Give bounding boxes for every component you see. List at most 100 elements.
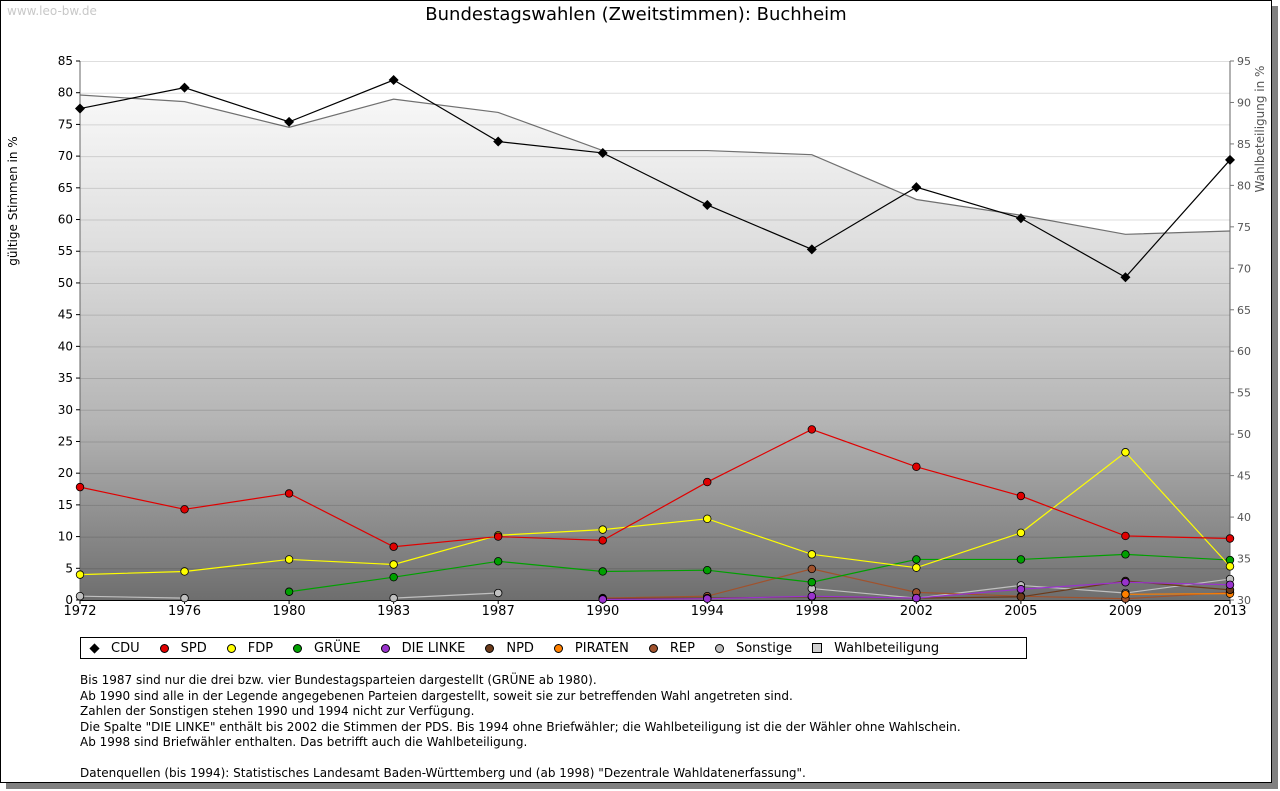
- data-point-cdu: [702, 199, 713, 210]
- legend: CDU SPD FDP GRÜNE DIE LINKE NPD PIRATEN REP Sons…: [80, 637, 1027, 659]
- turnout-line: [79, 94, 1231, 235]
- data-point-cdu: [911, 182, 922, 193]
- data-point-sonstige: [389, 593, 398, 603]
- data-point-gr-ne: [1121, 550, 1130, 559]
- data-point-cdu: [388, 75, 399, 86]
- data-point-fdp: [1225, 562, 1235, 571]
- source-note: Datenquellen (bis 1994): Statistisches L…: [80, 766, 806, 780]
- data-point-gr-ne: [284, 587, 294, 596]
- legend-label: REP: [669, 640, 695, 656]
- data-point-fdp: [807, 550, 817, 559]
- y2-tick-label: 70: [1237, 262, 1251, 275]
- y2-tick-label: 30: [1237, 594, 1251, 607]
- y-tick-label: 40: [58, 339, 73, 353]
- legend-symbol: [380, 643, 390, 653]
- y-tick-label: 85: [58, 54, 73, 68]
- data-point-spd: [75, 482, 85, 492]
- data-point-piraten: [1121, 590, 1130, 599]
- y2-tick-label: 45: [1237, 470, 1251, 483]
- data-point-die-linke: [807, 591, 817, 601]
- data-point-fdp: [389, 560, 398, 569]
- y-tick-label: 65: [58, 181, 73, 195]
- watermark: www.leo-bw.de: [7, 4, 97, 18]
- series-line-cdu: [79, 79, 1231, 278]
- legend-item: DIE LINKE: [380, 640, 466, 656]
- data-point-cdu: [1120, 272, 1131, 283]
- y-tick-label: 20: [58, 466, 73, 480]
- data-point-spd: [1121, 531, 1130, 541]
- data-point-npd: [1016, 592, 1026, 602]
- notes: Bis 1987 sind nur die drei bzw. vier Bun…: [80, 673, 961, 782]
- legend-label: SPD: [180, 640, 207, 656]
- legend-label: FDP: [247, 640, 274, 656]
- data-point-gr-ne: [1016, 555, 1026, 564]
- x-tick-label: 1990: [586, 604, 619, 619]
- data-point-die-linke: [1121, 578, 1130, 587]
- legend-symbol: [714, 643, 724, 653]
- y2-tick-label: 85: [1237, 138, 1251, 151]
- y2-tick-label: 40: [1237, 511, 1251, 524]
- data-point-die-linke: [912, 593, 921, 603]
- data-point-cdu: [1015, 213, 1026, 224]
- data-point-fdp: [1121, 448, 1130, 457]
- legend-item: NPD: [485, 641, 534, 656]
- y-tick-label: 75: [58, 117, 73, 131]
- data-point-fdp: [180, 567, 189, 576]
- series-line-sonstige: [393, 592, 499, 599]
- note-line: Zahlen der Sonstigen stehen 1990 und 199…: [80, 704, 475, 718]
- data-point-cdu: [74, 103, 86, 114]
- series-line-sonstige: [79, 595, 185, 599]
- legend-label: GRÜNE: [314, 640, 361, 656]
- data-point-fdp: [284, 555, 294, 564]
- legend-item: REP: [648, 640, 695, 656]
- data-point-gr-ne: [912, 555, 921, 564]
- series-line-piraten: [1125, 593, 1231, 595]
- x-tick-label: 1998: [795, 604, 828, 619]
- note-line: Ab 1990 sind alle in der Legende angegeb…: [80, 688, 793, 703]
- legend-label: CDU: [111, 640, 140, 656]
- y-tick-label: 30: [58, 403, 73, 417]
- data-point-die-linke: [703, 594, 712, 603]
- legend-symbol: [648, 643, 658, 653]
- data-point-spd: [1225, 534, 1235, 543]
- chart-svg: 0 5 10 15 20 25 30 35 40 45 50 55 60 65 70 75 80 85 30 35 40…: [6, 54, 1267, 619]
- data-point-cdu: [179, 82, 190, 93]
- y-tick-label: 10: [58, 530, 73, 544]
- data-point-fdp: [598, 525, 607, 534]
- data-point-spd: [284, 489, 294, 498]
- data-point-cdu: [597, 147, 608, 158]
- legend-symbol: [485, 643, 495, 653]
- data-point-cdu: [284, 116, 295, 127]
- data-point-fdp: [75, 570, 85, 579]
- legend-symbol: [812, 643, 823, 653]
- x-tick-label: 2002: [900, 604, 933, 619]
- data-point-die-linke: [598, 595, 607, 604]
- y-tick-label: 5: [65, 561, 73, 575]
- y2-tick-label: 65: [1237, 304, 1251, 317]
- legend-label: Wahlbeteiligung: [834, 640, 940, 656]
- y-tick-label: 25: [58, 434, 73, 448]
- series-line-gr-ne: [289, 553, 1231, 593]
- data-point-spd: [703, 477, 712, 487]
- y2-tick-label: 75: [1237, 221, 1251, 234]
- data-point-fdp: [1016, 528, 1026, 537]
- legend-symbol: [553, 643, 563, 653]
- legend-item: PIRATEN: [553, 641, 629, 656]
- data-point-gr-ne: [807, 578, 817, 587]
- data-point-die-linke: [1225, 580, 1235, 589]
- legend-symbol: [293, 643, 303, 653]
- data-point-spd: [807, 425, 817, 434]
- y-tick-label: 50: [58, 276, 73, 290]
- legend-item: CDU: [89, 640, 140, 656]
- legend-label: NPD: [506, 640, 534, 656]
- legend-symbol: [159, 643, 169, 653]
- data-point-gr-ne: [493, 557, 503, 566]
- data-point-die-linke: [1016, 585, 1026, 594]
- y2-tick-label: 95: [1237, 55, 1251, 68]
- legend-label: DIE LINKE: [401, 640, 466, 656]
- data-point-spd: [1016, 491, 1026, 501]
- x-tick-label: 1983: [377, 604, 410, 619]
- data-point-cdu: [806, 244, 817, 255]
- y2-tick-label: 90: [1237, 96, 1251, 109]
- y-tick-label: 60: [58, 213, 73, 227]
